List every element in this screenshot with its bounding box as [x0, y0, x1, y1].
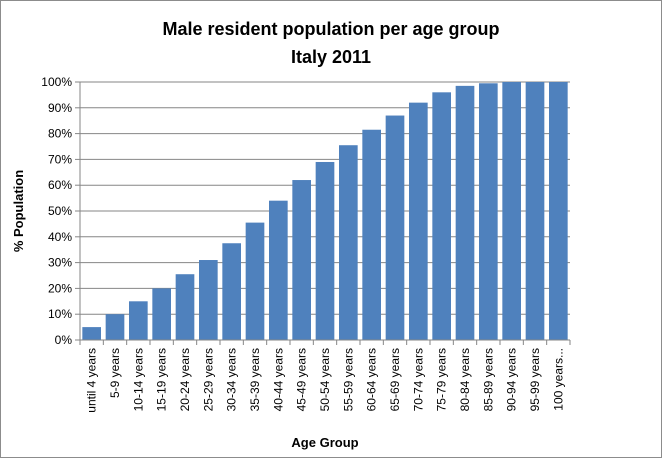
x-tick-label: 30-34 years — [225, 348, 239, 411]
bar — [175, 274, 195, 340]
bar — [409, 102, 428, 340]
y-tick-label: 90% — [48, 101, 72, 115]
x-axis-title: Age Group — [291, 435, 358, 450]
bar — [455, 85, 475, 341]
axes — [79, 82, 570, 341]
bar — [315, 161, 335, 340]
bar — [199, 260, 218, 340]
x-tick-label: 50-54 years — [318, 348, 332, 411]
bar — [105, 314, 125, 340]
y-tick-label: 40% — [48, 230, 72, 244]
y-tick-label: 80% — [48, 127, 72, 141]
bar — [362, 129, 381, 340]
y-axis-title: % Population — [11, 170, 26, 252]
bar — [129, 301, 148, 340]
y-tick-label: 10% — [48, 307, 72, 321]
x-tick-label: 55-59 years — [341, 348, 355, 411]
bar — [385, 115, 405, 340]
y-tick-label: 70% — [48, 152, 72, 166]
bar — [479, 83, 498, 340]
bar — [152, 288, 171, 340]
y-tick-label: 0% — [55, 333, 73, 347]
x-tick-label: 35-39 years — [248, 348, 262, 411]
x-tick-label: 45-49 years — [295, 348, 309, 411]
x-axis-ticks: until 4 years 5-9 years 10-14 years 15-19 y… — [79, 340, 571, 413]
bar — [245, 222, 265, 340]
x-tick-label: 5-9 years — [108, 348, 122, 398]
bar — [549, 82, 568, 340]
x-tick-label: 40-44 years — [271, 348, 285, 411]
x-tick-label: 25-29 years — [201, 348, 215, 411]
y-tick-label: 50% — [48, 204, 72, 218]
x-tick-label: 65-69 years — [388, 348, 402, 411]
bar — [525, 82, 545, 340]
bar — [292, 180, 311, 340]
x-tick-label: 75-79 years — [435, 348, 449, 411]
x-tick-label: 95-99 years — [528, 348, 542, 411]
x-tick-label: 100 years... — [551, 348, 565, 411]
y-tick-label: 20% — [48, 281, 72, 295]
chart-subtitle: Italy 2011 — [291, 47, 371, 67]
bar — [222, 243, 241, 340]
bars — [82, 82, 568, 341]
chart-title: Male resident population per age group — [162, 19, 499, 39]
y-tick-label: 100% — [41, 75, 72, 89]
bar — [269, 200, 288, 340]
x-tick-label: 10-14 years — [131, 348, 145, 411]
y-axis-ticks: 0% 10% 20% 30% 40% 50% 60% 70% 80% 90% 100% — [41, 75, 80, 347]
x-tick-label: 70-74 years — [411, 348, 425, 411]
x-tick-label: 90-94 years — [505, 348, 519, 411]
y-tick-label: 60% — [48, 178, 72, 192]
x-tick-label: 20-24 years — [178, 348, 192, 411]
bar — [339, 145, 358, 340]
bar — [432, 92, 451, 340]
x-tick-label: 85-89 years — [481, 348, 495, 411]
x-tick-label: 80-84 years — [458, 348, 472, 411]
bar — [502, 82, 521, 340]
x-tick-label: 60-64 years — [365, 348, 379, 411]
x-tick-label: until 4 years — [85, 348, 99, 413]
bar — [82, 327, 101, 340]
y-tick-label: 30% — [48, 256, 72, 270]
x-tick-label: 15-19 years — [155, 348, 169, 411]
